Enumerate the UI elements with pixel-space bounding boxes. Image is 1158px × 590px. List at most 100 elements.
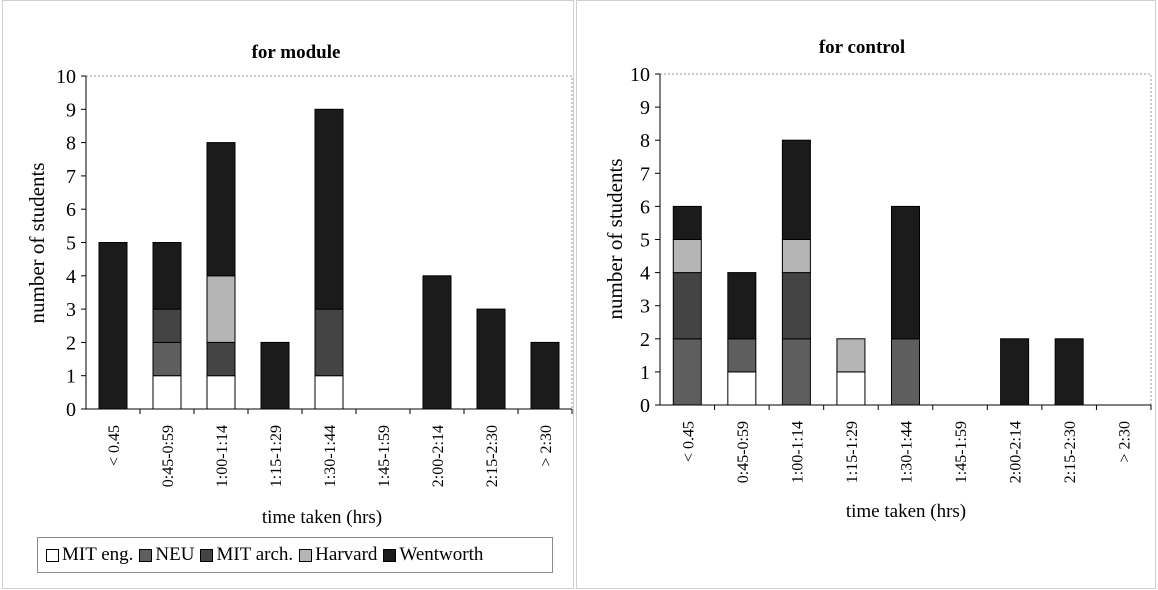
bar-segment-neu: [781, 338, 811, 406]
legend-item: Wentworth: [383, 544, 483, 566]
bar-segment-mit-arch: [206, 341, 236, 377]
bar-segment-wentworth: [476, 308, 506, 410]
legend-item: MIT eng.: [46, 544, 133, 566]
y-tick-label: 7: [640, 163, 650, 185]
bar-segment-wentworth: [891, 205, 920, 340]
bar-segment-wentworth: [98, 242, 128, 410]
bar-segment-mit-eng: [314, 375, 344, 410]
y-tick-label: 0: [640, 395, 650, 417]
bar-segment-harvard: [781, 239, 811, 274]
y-tick-label: 6: [66, 199, 76, 221]
y-tick-label: 9: [640, 97, 650, 119]
bar-segment-wentworth: [1054, 338, 1084, 406]
x-tick-label: > 2:30: [1117, 421, 1134, 462]
plot-area: [659, 73, 1152, 406]
bar-segment-mit-eng: [836, 371, 866, 406]
bar-segment-harvard: [836, 338, 866, 373]
y-tick-label: 8: [640, 130, 650, 152]
legend-swatch: [383, 548, 397, 562]
bar-segment-wentworth: [260, 341, 290, 410]
x-tick-label: 1:15-1:29: [268, 425, 285, 487]
bar-segment-wentworth: [781, 139, 811, 240]
bar-segment-wentworth: [530, 341, 560, 410]
legend-label: Wentworth: [399, 544, 484, 565]
y-tick-label: 0: [66, 399, 76, 421]
x-tick-label: > 2:30: [538, 425, 555, 466]
y-tick-label: 5: [640, 230, 650, 252]
bar-segment-neu: [672, 338, 702, 406]
x-axis-label: time taken (hrs): [846, 501, 966, 522]
legend-item: NEU: [139, 544, 194, 566]
bar-segment-neu: [891, 338, 920, 406]
bar-segment-mit-arch: [152, 308, 182, 343]
y-tick-label: 10: [630, 64, 650, 86]
y-tick-label: 6: [640, 196, 650, 218]
y-tick-label: 8: [66, 133, 76, 155]
y-tick-label: 7: [66, 166, 76, 188]
x-tick-label: 1:45-1:59: [376, 425, 393, 487]
bar-segment-mit-arch: [781, 272, 811, 340]
x-tick-label: 0:45-0:59: [735, 421, 752, 483]
y-tick-label: 1: [66, 366, 76, 388]
legend: MIT eng. NEU MIT arch. Harvard Wentworth: [37, 537, 553, 573]
x-tick-label: < 0.45: [106, 425, 123, 466]
bar-segment-wentworth: [1000, 338, 1030, 406]
x-tick-label: 1:00-1:14: [214, 425, 231, 487]
legend-label: MIT arch.: [216, 544, 294, 565]
bar-segment-mit-arch: [314, 308, 344, 377]
y-tick-label: 2: [66, 332, 76, 354]
x-tick-label: 1:15-1:29: [844, 421, 861, 483]
x-tick-label: 1:30-1:44: [899, 421, 916, 483]
x-tick-label: 2:00-2:14: [1008, 421, 1025, 483]
x-tick-label: 2:15-2:30: [484, 425, 501, 487]
x-axis-label: time taken (hrs): [262, 507, 382, 528]
y-tick-label: 2: [640, 329, 650, 351]
bar-segment-neu: [727, 338, 757, 373]
x-tick-label: 1:45-1:59: [953, 421, 970, 483]
bar-segment-wentworth: [422, 275, 452, 410]
y-axis-label: number of students: [25, 163, 49, 324]
legend-swatch: [200, 548, 214, 562]
bar-segment-wentworth: [672, 205, 702, 240]
legend-item: MIT arch.: [200, 544, 293, 566]
control-chart-panel: for control 0 1 2 3 4 5 6 7 8 9 10 number of student…: [576, 0, 1156, 589]
module-chart-panel: for module 0 1 2 3 4 5 6 7 8 9 10 number of students…: [2, 0, 574, 589]
control-chart: for control 0 1 2 3 4 5 6 7 8 9 10 number of student…: [603, 37, 1152, 522]
chart-title: for module: [252, 42, 341, 63]
y-tick-label: 3: [640, 296, 650, 318]
module-chart: for module 0 1 2 3 4 5 6 7 8 9 10 number of students…: [25, 42, 573, 528]
bar-segment-mit-eng: [727, 371, 757, 406]
legend-label: NEU: [155, 544, 195, 565]
x-tick-label: 1:00-1:14: [789, 421, 806, 483]
y-tick-label: 3: [66, 299, 76, 321]
bar-segment-wentworth: [727, 272, 757, 340]
y-tick-label: 1: [640, 362, 650, 384]
x-tick-label: < 0.45: [680, 421, 697, 462]
bar-segment-mit-arch: [672, 272, 702, 340]
y-tick-label: 4: [66, 266, 76, 288]
bar-segment-harvard: [672, 239, 702, 274]
bar-segment-wentworth: [152, 242, 182, 310]
chart-title: for control: [819, 37, 905, 58]
legend-label: Harvard: [315, 544, 378, 565]
legend-swatch: [299, 548, 313, 562]
y-axis-label: number of students: [603, 159, 627, 320]
bar-segment-wentworth: [206, 142, 236, 277]
legend-swatch: [139, 548, 153, 562]
legend-item: Harvard: [299, 544, 377, 566]
x-tick-label: 0:45-0:59: [160, 425, 177, 487]
x-tick-label: 2:15-2:30: [1062, 421, 1079, 483]
y-tick-label: 5: [66, 233, 76, 255]
bar-segment-mit-eng: [206, 375, 236, 410]
legend-label: MIT eng.: [62, 544, 134, 565]
legend-swatch: [46, 548, 59, 562]
x-tick-label: 1:30-1:44: [322, 425, 339, 487]
x-tick-label: 2:00-2:14: [430, 425, 447, 487]
bar-segment-neu: [152, 341, 182, 377]
y-tick-label: 10: [56, 66, 76, 88]
y-tick-label: 9: [66, 99, 76, 121]
bar-segment-mit-eng: [152, 375, 182, 410]
y-tick-label: 4: [640, 263, 650, 285]
bar-segment-wentworth: [314, 108, 344, 310]
bar-segment-harvard: [206, 275, 236, 343]
